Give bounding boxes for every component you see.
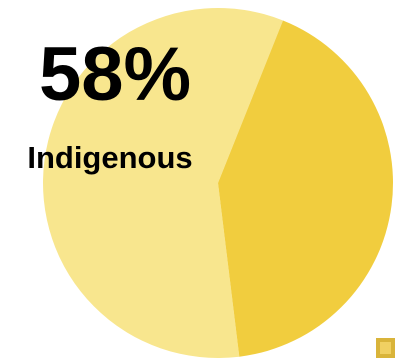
pie-slice [42,8,283,359]
logo-icon-inner [380,342,391,354]
value-label: 58% [39,32,191,117]
pie-slice [218,20,393,357]
pie [42,8,393,359]
category-label: Indigenous [27,140,192,175]
